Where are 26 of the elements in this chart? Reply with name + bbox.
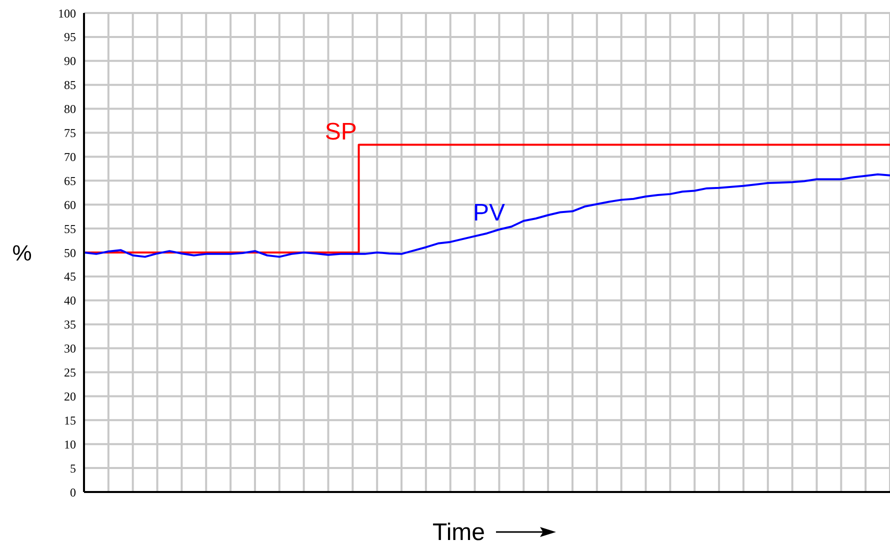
y-tick-label: 65 — [64, 174, 76, 188]
series-label: PV — [472, 199, 506, 226]
y-tick-label: 100 — [58, 6, 76, 20]
y-tick-label: 50 — [64, 246, 76, 260]
line-series — [83, 173, 890, 258]
y-tick-label: 70 — [64, 150, 76, 164]
y-tick-label: 55 — [64, 222, 76, 236]
y-tick-label: 85 — [64, 78, 76, 92]
y-tick-label: 40 — [64, 294, 76, 308]
y-tick-label: 95 — [64, 30, 76, 44]
y-axis-title: % — [12, 240, 32, 266]
y-tick-label: 15 — [64, 413, 76, 428]
y-tick-label: 35 — [64, 318, 76, 332]
y-tick-label: 75 — [64, 126, 76, 140]
y-tick-label: 80 — [64, 102, 76, 116]
series-label: SP — [324, 118, 357, 146]
x-axis-title: Time — [432, 519, 485, 543]
y-tick-label: 25 — [64, 366, 76, 380]
y-tick-label: 10 — [64, 437, 76, 452]
y-tick-label: 20 — [64, 389, 76, 404]
y-tick-label: 0 — [70, 485, 76, 500]
y-tick-label: 30 — [64, 342, 76, 356]
y-tick-label: 90 — [64, 54, 76, 68]
y-tick-label: 60 — [64, 198, 76, 212]
y-tick-label: 5 — [70, 461, 76, 476]
y-tick-label: 45 — [64, 270, 76, 284]
